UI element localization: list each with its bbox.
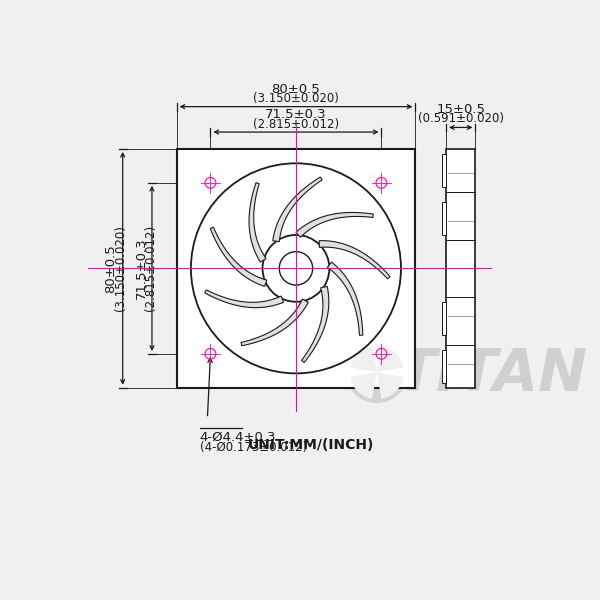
Wedge shape: [377, 346, 403, 372]
Text: 80±0.5: 80±0.5: [104, 244, 117, 293]
Text: (4-Ø0.173±0.012): (4-Ø0.173±0.012): [200, 441, 307, 454]
Polygon shape: [296, 212, 373, 237]
Polygon shape: [328, 262, 363, 335]
Polygon shape: [249, 182, 266, 262]
Text: (3.150±0.020): (3.150±0.020): [253, 92, 339, 105]
Text: 15±0.5: 15±0.5: [436, 103, 485, 116]
Circle shape: [346, 341, 407, 403]
Text: (2.815±0.012): (2.815±0.012): [253, 118, 339, 131]
Polygon shape: [205, 290, 284, 308]
Polygon shape: [241, 299, 308, 346]
Bar: [442, 302, 446, 335]
Text: (2.815±0.012): (2.815±0.012): [144, 225, 157, 311]
Bar: [442, 202, 446, 235]
Polygon shape: [273, 177, 322, 242]
Wedge shape: [350, 372, 377, 399]
Bar: [176, 149, 415, 388]
Bar: [446, 149, 475, 388]
Text: TITAN: TITAN: [396, 346, 587, 403]
Bar: [442, 154, 446, 187]
Polygon shape: [210, 227, 267, 286]
Text: 71.5±0.3: 71.5±0.3: [134, 238, 148, 299]
Bar: [442, 350, 446, 383]
Text: UNIT:MM/(INCH): UNIT:MM/(INCH): [248, 439, 374, 452]
Text: (3.150±0.020): (3.150±0.020): [114, 226, 127, 311]
Polygon shape: [319, 241, 390, 279]
Text: (0.591±0.020): (0.591±0.020): [418, 112, 504, 125]
Text: 80±0.5: 80±0.5: [272, 83, 320, 96]
Wedge shape: [377, 372, 403, 399]
Text: 71.5±0.3: 71.5±0.3: [265, 108, 327, 121]
Wedge shape: [350, 346, 377, 372]
Polygon shape: [302, 286, 329, 362]
Text: 4-Ø4.4±0.3: 4-Ø4.4±0.3: [200, 431, 276, 444]
